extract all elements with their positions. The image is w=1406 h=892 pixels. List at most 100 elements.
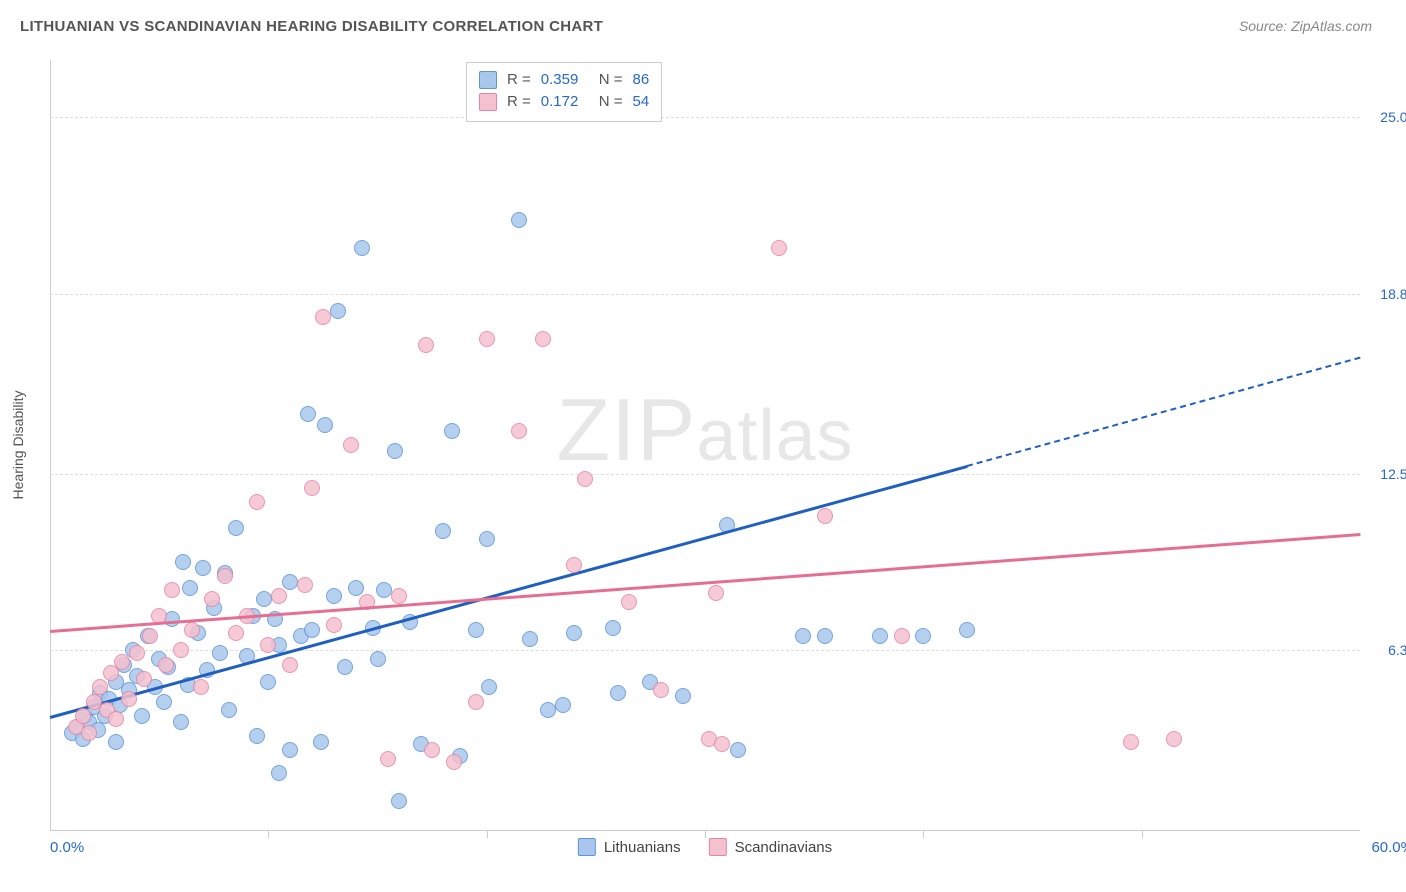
legend-label-scandinavians: Scandinavians: [735, 839, 833, 856]
scatter-point-lithuanians: [354, 240, 370, 256]
scatter-point-scandinavians: [380, 751, 396, 767]
scatter-point-lithuanians: [182, 580, 198, 596]
scatter-point-lithuanians: [959, 622, 975, 638]
r-value-lithuanians: 0.359: [541, 69, 589, 91]
scatter-point-lithuanians: [337, 659, 353, 675]
swatch-scandinavians: [479, 93, 497, 111]
chart-title: LITHUANIAN VS SCANDINAVIAN HEARING DISAB…: [20, 18, 603, 35]
x-axis-origin: 0.0%: [50, 839, 84, 856]
trendline-extrapolated-lithuanians: [967, 357, 1361, 467]
scatter-point-lithuanians: [195, 560, 211, 576]
scatter-point-lithuanians: [915, 628, 931, 644]
x-axis-max: 60.0%: [1371, 839, 1406, 856]
scatter-point-scandinavians: [228, 625, 244, 641]
scatter-point-lithuanians: [256, 591, 272, 607]
scatter-point-lithuanians: [730, 742, 746, 758]
scatter-point-lithuanians: [522, 631, 538, 647]
scatter-point-lithuanians: [260, 674, 276, 690]
scatter-point-scandinavians: [297, 577, 313, 593]
scatter-point-lithuanians: [566, 625, 582, 641]
scatter-point-scandinavians: [817, 508, 833, 524]
scatter-point-scandinavians: [511, 423, 527, 439]
scatter-point-scandinavians: [468, 694, 484, 710]
legend-item-lithuanians: Lithuanians: [578, 838, 681, 856]
scatter-point-scandinavians: [92, 679, 108, 695]
legend-label-lithuanians: Lithuanians: [604, 839, 681, 856]
correlation-legend-box: R = 0.359 N = 86 R = 0.172 N = 54: [466, 62, 662, 122]
y-tick-label: 18.8%: [1364, 286, 1406, 302]
scatter-point-scandinavians: [714, 736, 730, 752]
y-tick-label: 12.5%: [1364, 466, 1406, 482]
n-value-lithuanians: 86: [633, 69, 650, 91]
scatter-point-scandinavians: [193, 679, 209, 695]
x-tick: [487, 830, 488, 838]
scatter-point-lithuanians: [675, 688, 691, 704]
scatter-point-lithuanians: [540, 702, 556, 718]
scatter-point-scandinavians: [418, 337, 434, 353]
scatter-point-lithuanians: [370, 651, 386, 667]
scatter-point-lithuanians: [173, 714, 189, 730]
scatter-point-scandinavians: [424, 742, 440, 758]
scatter-point-scandinavians: [621, 594, 637, 610]
scatter-point-lithuanians: [444, 423, 460, 439]
scatter-point-lithuanians: [175, 554, 191, 570]
scatter-point-lithuanians: [387, 443, 403, 459]
scatter-point-lithuanians: [479, 531, 495, 547]
scatter-point-scandinavians: [304, 480, 320, 496]
scatter-point-scandinavians: [535, 331, 551, 347]
scatter-point-scandinavians: [184, 622, 200, 638]
scatter-point-scandinavians: [446, 754, 462, 770]
scatter-point-scandinavians: [114, 654, 130, 670]
scatter-point-lithuanians: [282, 742, 298, 758]
scatter-point-scandinavians: [75, 708, 91, 724]
scatter-point-scandinavians: [315, 309, 331, 325]
scatter-point-scandinavians: [260, 637, 276, 653]
scatter-point-scandinavians: [271, 588, 287, 604]
swatch-lithuanians: [479, 71, 497, 89]
scatter-point-lithuanians: [108, 734, 124, 750]
scatter-point-lithuanians: [795, 628, 811, 644]
gridline-h: [50, 294, 1360, 295]
scatter-point-lithuanians: [511, 212, 527, 228]
r-value-scandinavians: 0.172: [541, 91, 589, 113]
r-label: R =: [507, 91, 531, 113]
scatter-point-scandinavians: [343, 437, 359, 453]
scatter-point-lithuanians: [212, 645, 228, 661]
scatter-point-scandinavians: [249, 494, 265, 510]
scatter-point-lithuanians: [304, 622, 320, 638]
scatter-point-lithuanians: [134, 708, 150, 724]
scatter-point-lithuanians: [872, 628, 888, 644]
scatter-point-lithuanians: [391, 793, 407, 809]
scatter-point-lithuanians: [555, 697, 571, 713]
x-tick: [268, 830, 269, 838]
scatter-point-lithuanians: [300, 406, 316, 422]
scatter-point-lithuanians: [376, 582, 392, 598]
scatter-point-scandinavians: [173, 642, 189, 658]
scatter-point-scandinavians: [204, 591, 220, 607]
scatter-point-scandinavians: [129, 645, 145, 661]
scatter-point-scandinavians: [121, 691, 137, 707]
scatter-point-scandinavians: [479, 331, 495, 347]
scatter-point-lithuanians: [221, 702, 237, 718]
scatter-point-lithuanians: [326, 588, 342, 604]
scatter-point-scandinavians: [326, 617, 342, 633]
scatter-point-scandinavians: [108, 711, 124, 727]
legend-row-scandinavians: R = 0.172 N = 54: [479, 91, 649, 113]
swatch-lithuanians: [578, 838, 596, 856]
scatter-point-lithuanians: [610, 685, 626, 701]
n-label: N =: [599, 91, 623, 113]
y-tick-label: 6.3%: [1364, 642, 1406, 658]
gridline-h: [50, 117, 1360, 118]
legend-row-lithuanians: R = 0.359 N = 86: [479, 69, 649, 91]
scatter-point-scandinavians: [136, 671, 152, 687]
gridline-h: [50, 474, 1360, 475]
scatter-point-lithuanians: [282, 574, 298, 590]
r-label: R =: [507, 69, 531, 91]
scatter-point-scandinavians: [894, 628, 910, 644]
scatter-point-scandinavians: [771, 240, 787, 256]
scatter-point-scandinavians: [708, 585, 724, 601]
trendline-scandinavians: [50, 533, 1360, 632]
x-tick: [1142, 830, 1143, 838]
scatter-point-scandinavians: [282, 657, 298, 673]
scatter-point-scandinavians: [217, 568, 233, 584]
